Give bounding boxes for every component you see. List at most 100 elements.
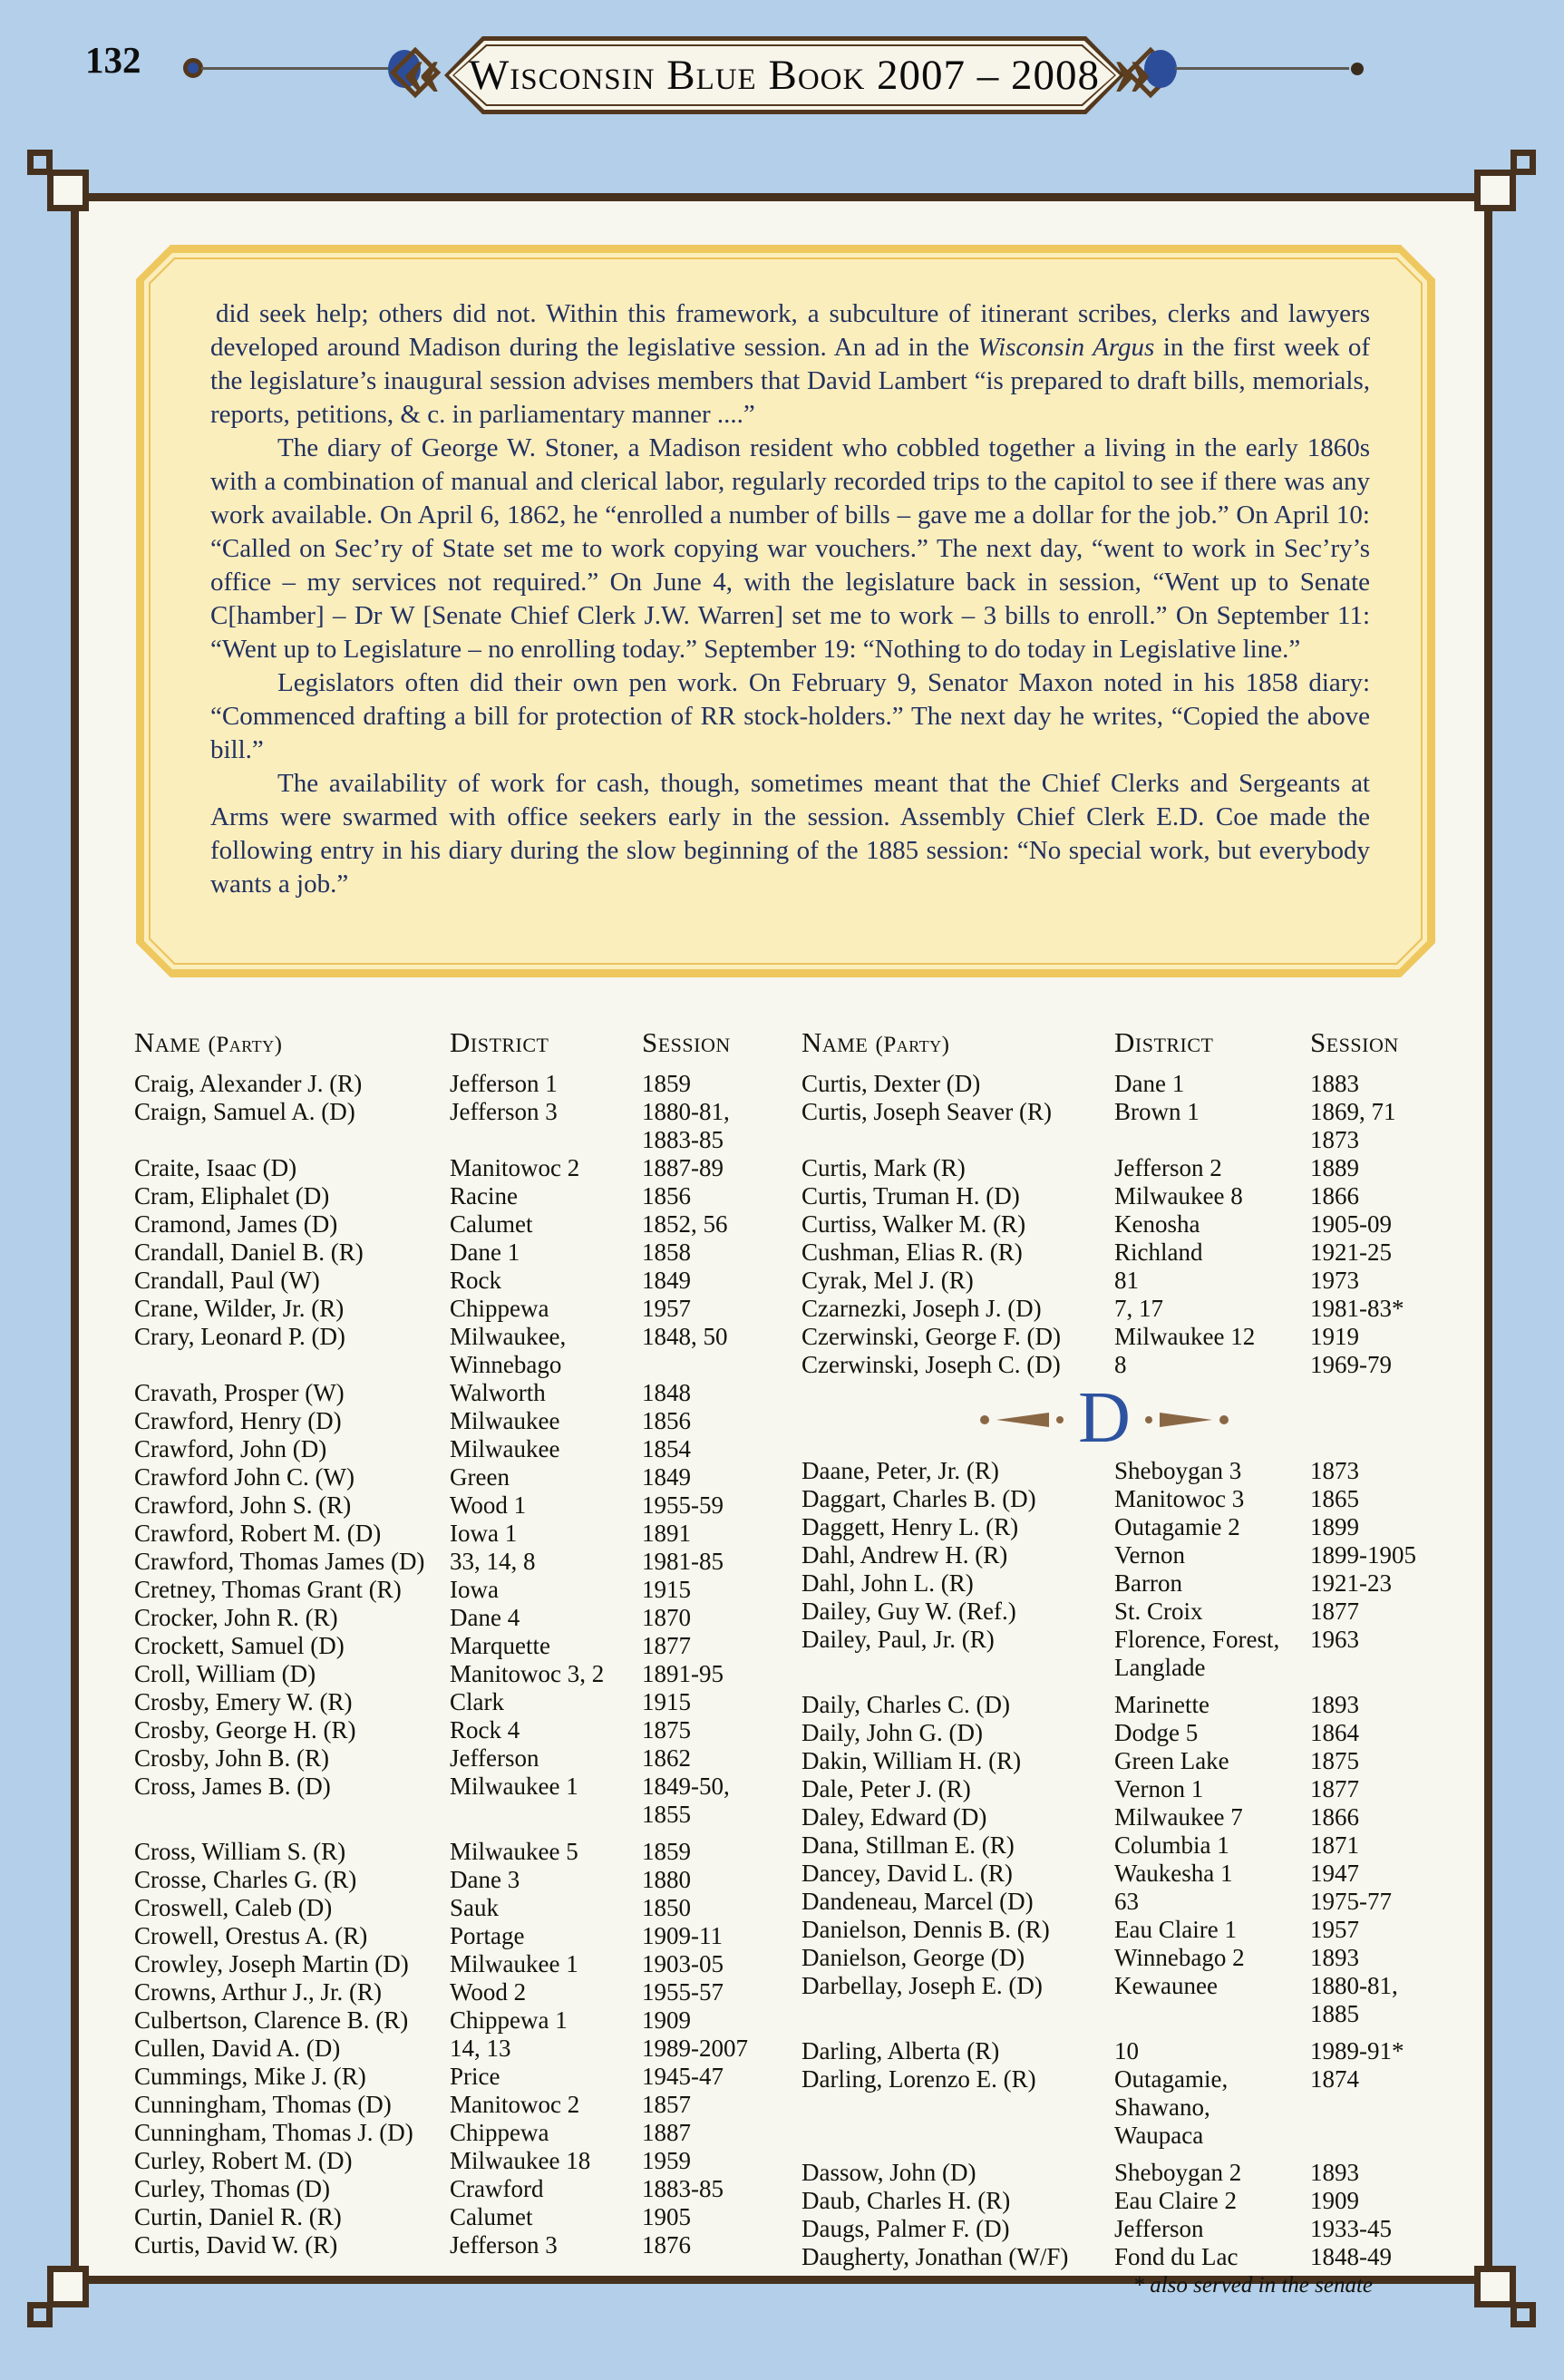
- cell-name: Czerwinski, George F. (D): [801, 1323, 1062, 1350]
- cell-name: Dahl, Andrew H. (R): [801, 1541, 1008, 1569]
- cell-district: Manitowoc 3: [1114, 1485, 1245, 1512]
- cell-district: Chippewa 1: [450, 2006, 568, 2034]
- cell-name: Crandall, Paul (W): [134, 1267, 320, 1294]
- cell-session: 1957: [642, 1295, 691, 1322]
- table-row: Cunningham, Thomas J. (D) Chippewa 1887: [134, 2119, 780, 2147]
- cell-session: 1858: [642, 1239, 691, 1266]
- divider-dot-icon: [1144, 1416, 1152, 1423]
- cell-district: Iowa 1: [450, 1520, 518, 1547]
- cell-session: 1921-23: [1310, 1569, 1392, 1597]
- cell-district: 81: [1114, 1267, 1139, 1294]
- table-row: Czerwinski, George F. (D) Milwaukee 12 191…: [801, 1323, 1443, 1351]
- cell-district: Chippewa: [450, 2119, 549, 2146]
- cell-district: Sheboygan 2: [1114, 2159, 1242, 2186]
- table-row: Crawford, John S. (R) Wood 1 1955-59: [134, 1491, 780, 1520]
- cell-name: Cunningham, Thomas J. (D): [134, 2119, 413, 2146]
- cell-session: 1857: [642, 2091, 691, 2118]
- cell-session: 1919: [1310, 1323, 1359, 1350]
- cell-session: 1969-79: [1310, 1351, 1392, 1378]
- table-row: Cross, William S. (R) Milwaukee 5 1859: [134, 1838, 780, 1866]
- cell-name: Dandeneau, Marcel (D): [801, 1888, 1034, 1915]
- table-row: Dancey, David L. (R) Waukesha 1 1947: [801, 1860, 1443, 1888]
- cell-district: Green: [450, 1463, 510, 1491]
- cell-name: Darling, Lorenzo E. (R): [801, 2065, 1036, 2093]
- table-row: Dassow, John (D) Sheboygan 2 1893: [801, 2159, 1443, 2187]
- cell-name: Croll, William (D): [134, 1660, 316, 1687]
- intro-box-inner-line: did seek help; others did not. Within th…: [149, 257, 1423, 965]
- cell-session: 1905-09: [1310, 1210, 1392, 1238]
- cell-district: Marinette: [1114, 1691, 1209, 1718]
- table-row: Daub, Charles H. (R) Eau Claire 2 1909: [801, 2187, 1443, 2215]
- cell-district: Jefferson 3: [450, 2231, 558, 2259]
- cell-session: 1989-91*: [1310, 2037, 1404, 2064]
- table-row: Crane, Wilder, Jr. (R) Chippewa 1957: [134, 1295, 780, 1323]
- cell-district: Manitowoc 2: [450, 1154, 580, 1181]
- chevron-right-icon: »: [1113, 24, 1152, 112]
- cell-district: 14, 13: [450, 2035, 511, 2062]
- header-district: District: [1114, 1026, 1214, 1058]
- divider-dot-icon: [1056, 1416, 1064, 1423]
- table-row: Crawford, John (D) Milwaukee 1854: [134, 1435, 780, 1463]
- table-row: Crary, Leonard P. (D) Milwaukee, Winnebag…: [134, 1323, 780, 1379]
- cell-session: 1871: [1310, 1831, 1359, 1859]
- cell-district: Jefferson: [1114, 2215, 1204, 2242]
- header-rule-left: [201, 67, 390, 70]
- header-ring-dot-icon: [183, 58, 203, 78]
- cell-district: 63: [1114, 1888, 1139, 1915]
- cell-name: Croswell, Caleb (D): [134, 1894, 333, 1921]
- table-row: Crandall, Paul (W) Rock 1849: [134, 1267, 780, 1295]
- cell-name: Curley, Robert M. (D): [134, 2147, 353, 2174]
- cell-session: 1859: [642, 1838, 691, 1865]
- cell-name: Curtis, David W. (R): [134, 2231, 338, 2259]
- cell-session: 1883-85: [642, 2175, 724, 2202]
- cell-name: Darling, Alberta (R): [801, 2037, 1000, 2064]
- table-row: Darling, Alberta (R) 10 1989-91*: [801, 2037, 1443, 2065]
- body-text: in the first week of the legislature’s i…: [210, 333, 1370, 429]
- cell-district: Milwaukee, Winnebago: [450, 1323, 567, 1378]
- cell-district: Kewaunee: [1114, 1972, 1218, 1999]
- table-row: Cram, Eliphalet (D) Racine 1856: [134, 1182, 780, 1210]
- cell-session: 1849: [642, 1463, 691, 1491]
- table-row: Dandeneau, Marcel (D) 63 1975-77: [801, 1888, 1443, 1916]
- cell-name: Cross, James B. (D): [134, 1773, 331, 1800]
- cell-name: Cram, Eliphalet (D): [134, 1182, 330, 1209]
- cell-district: Milwaukee 7: [1114, 1803, 1243, 1831]
- table-row: Cullen, David A. (D) 14, 13 1989-2007: [134, 2035, 780, 2063]
- banner-face: Wisconsin Blue Book 2007 – 2008: [454, 46, 1114, 104]
- header-end-dot-icon: [1351, 63, 1364, 75]
- cell-district: Milwaukee 1: [450, 1773, 578, 1800]
- cell-session: 1880-81, 1885: [1310, 1972, 1398, 2027]
- cell-name: Cramond, James (D): [134, 1210, 338, 1238]
- table-header: Name (Party) District Session: [801, 1026, 1443, 1059]
- body-text: The availability of work for cash, thoug…: [210, 769, 1370, 899]
- cell-name: Crawford, John S. (R): [134, 1491, 352, 1519]
- cell-session: 1848: [642, 1379, 691, 1406]
- cell-name: Cravath, Prosper (W): [134, 1379, 345, 1406]
- header-session: Session: [1310, 1026, 1399, 1058]
- intro-box: did seek help; others did not. Within th…: [136, 245, 1435, 977]
- table-row: Daane, Peter, Jr. (R) Sheboygan 3 1873: [801, 1457, 1443, 1485]
- cell-session: 1891-95: [642, 1660, 724, 1687]
- cell-name: Crawford, Robert M. (D): [134, 1520, 382, 1547]
- cell-session: 1887: [642, 2119, 691, 2146]
- intro-paragraph: The diary of George W. Stoner, a Madison…: [210, 432, 1370, 666]
- table-row: Crandall, Daniel B. (R) Dane 1 1858: [134, 1239, 780, 1267]
- table-row: Crocker, John R. (R) Dane 4 1870: [134, 1604, 780, 1632]
- page-number: 132: [85, 39, 141, 81]
- cell-district: Jefferson 1: [450, 1070, 558, 1097]
- cell-session: 1866: [1310, 1182, 1359, 1209]
- cell-session: 1989-2007: [642, 2035, 748, 2062]
- table-rows-right: Curtis, Dexter (D) Dane 1 1883 Curtis, Jose…: [801, 1070, 1443, 2271]
- cell-session: 1899-1905: [1310, 1541, 1416, 1569]
- header-dot-left-icon: [388, 50, 421, 88]
- banner-inner-line: Wisconsin Blue Book 2007 – 2008: [452, 44, 1116, 106]
- table-row: Crowley, Joseph Martin (D) Milwaukee 1 190…: [134, 1950, 780, 1978]
- intro-paragraphs: did seek help; others did not. Within th…: [151, 259, 1421, 901]
- title-banner: Wisconsin Blue Book 2007 – 2008: [444, 36, 1124, 114]
- cell-district: Milwaukee 5: [450, 1838, 578, 1865]
- cell-session: 1973: [1310, 1267, 1359, 1294]
- cell-name: Crawford, Thomas James (D): [134, 1548, 425, 1575]
- cell-session: 1891: [642, 1520, 691, 1547]
- cell-name: Daugs, Palmer F. (D): [801, 2215, 1010, 2242]
